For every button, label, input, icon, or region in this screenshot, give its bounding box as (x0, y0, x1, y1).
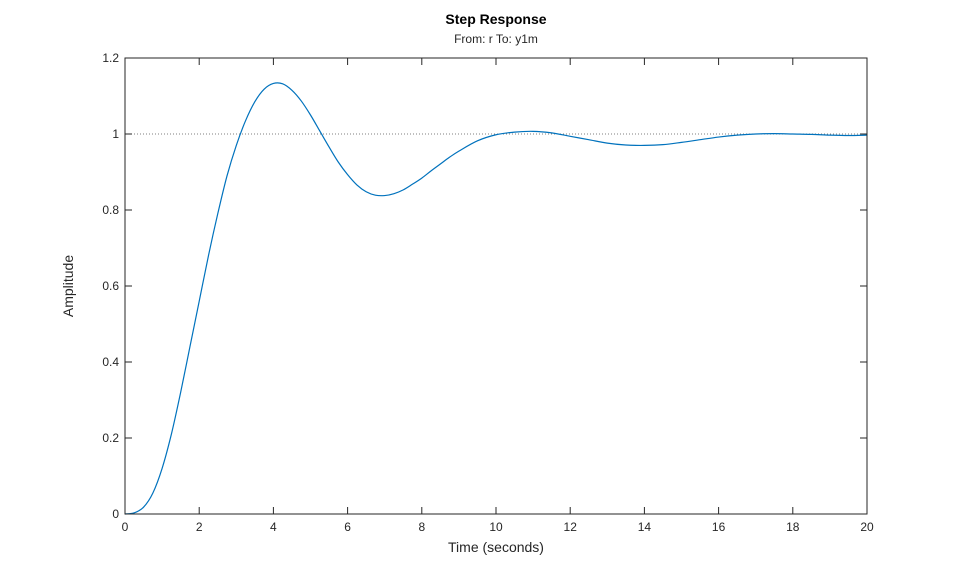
x-tick-label: 8 (418, 520, 425, 534)
y-axis-label: Amplitude (60, 255, 76, 317)
x-tick-label: 12 (564, 520, 578, 534)
plot-area (125, 58, 867, 514)
x-axis-label: Time (seconds) (448, 539, 544, 555)
x-tick-label: 18 (786, 520, 800, 534)
axes-background (125, 58, 867, 514)
y-tick-label: 0.8 (102, 203, 119, 217)
y-tick-label: 1.2 (102, 51, 119, 65)
y-tick-label: 0.4 (102, 355, 119, 369)
x-tick-label: 2 (196, 520, 203, 534)
y-tick-label: 0.6 (102, 279, 119, 293)
chart-title: Step Response (445, 11, 546, 27)
x-tick-label: 20 (860, 520, 874, 534)
x-tick-label: 0 (122, 520, 129, 534)
series-layer (124, 82, 868, 515)
step-response-line (124, 82, 868, 515)
x-tick-label: 10 (489, 520, 503, 534)
x-tick-label: 6 (344, 520, 351, 534)
axes-box (124, 57, 868, 515)
ticks-layer: 0 2 4 6 8 10 12 14 16 18 20 0 0.2 0.4 0.6 0.8 1 1.2 (102, 51, 874, 534)
y-tick-label: 0 (112, 507, 119, 521)
x-tick-label: 4 (270, 520, 277, 534)
y-tick-label: 1 (112, 127, 119, 141)
x-tick-label: 14 (638, 520, 652, 534)
chart-subtitle: From: r To: y1m (454, 32, 538, 46)
y-tick-label: 0.2 (102, 431, 119, 445)
x-tick-label: 16 (712, 520, 726, 534)
